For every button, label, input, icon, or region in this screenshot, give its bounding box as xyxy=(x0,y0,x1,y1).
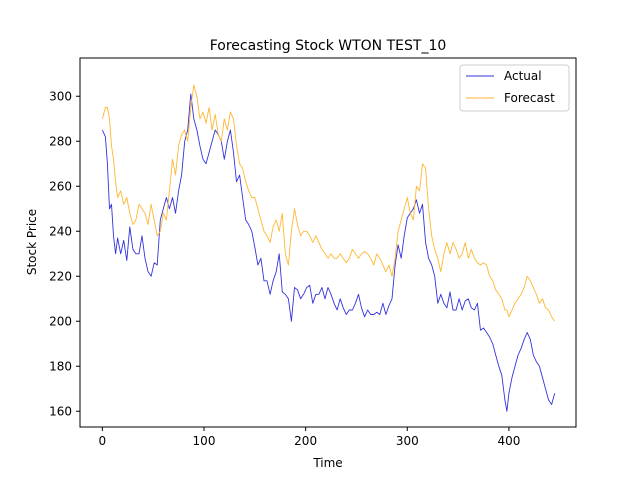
x-tick-label: 200 xyxy=(294,434,317,448)
y-tick-label: 220 xyxy=(49,269,72,283)
series-line-forecast xyxy=(101,84,556,322)
x-tick-label: 400 xyxy=(497,434,520,448)
y-tick-label: 160 xyxy=(49,404,72,418)
x-axis-label: Time xyxy=(312,456,342,470)
y-tick-label: 280 xyxy=(49,134,72,148)
y-axis: 160 180 200 220 240 260 280 300 xyxy=(49,89,80,418)
y-tick-label: 240 xyxy=(49,224,72,238)
x-axis: 0 100 200 300 400 xyxy=(99,427,520,448)
plot-frame xyxy=(79,57,577,428)
series-lines xyxy=(101,84,556,412)
y-tick-label: 180 xyxy=(49,359,72,373)
chart-title: Forecasting Stock WTON TEST_10 xyxy=(210,38,447,54)
x-tick-label: 0 xyxy=(99,434,107,448)
series-line-actual xyxy=(101,93,556,412)
y-tick-label: 200 xyxy=(49,314,72,328)
x-tick-label: 100 xyxy=(193,434,216,448)
y-axis-label: Stock Price xyxy=(25,209,39,275)
legend: Actual Forecast xyxy=(459,64,570,112)
y-tick-label: 300 xyxy=(49,89,72,103)
y-tick-label: 260 xyxy=(49,179,72,193)
legend-label-actual: Actual xyxy=(504,69,542,83)
x-tick-label: 300 xyxy=(396,434,419,448)
legend-label-forecast: Forecast xyxy=(504,91,555,105)
plot-area: 0 100 200 300 400 160 180 200 220 240 260 280 300 xyxy=(49,57,577,448)
